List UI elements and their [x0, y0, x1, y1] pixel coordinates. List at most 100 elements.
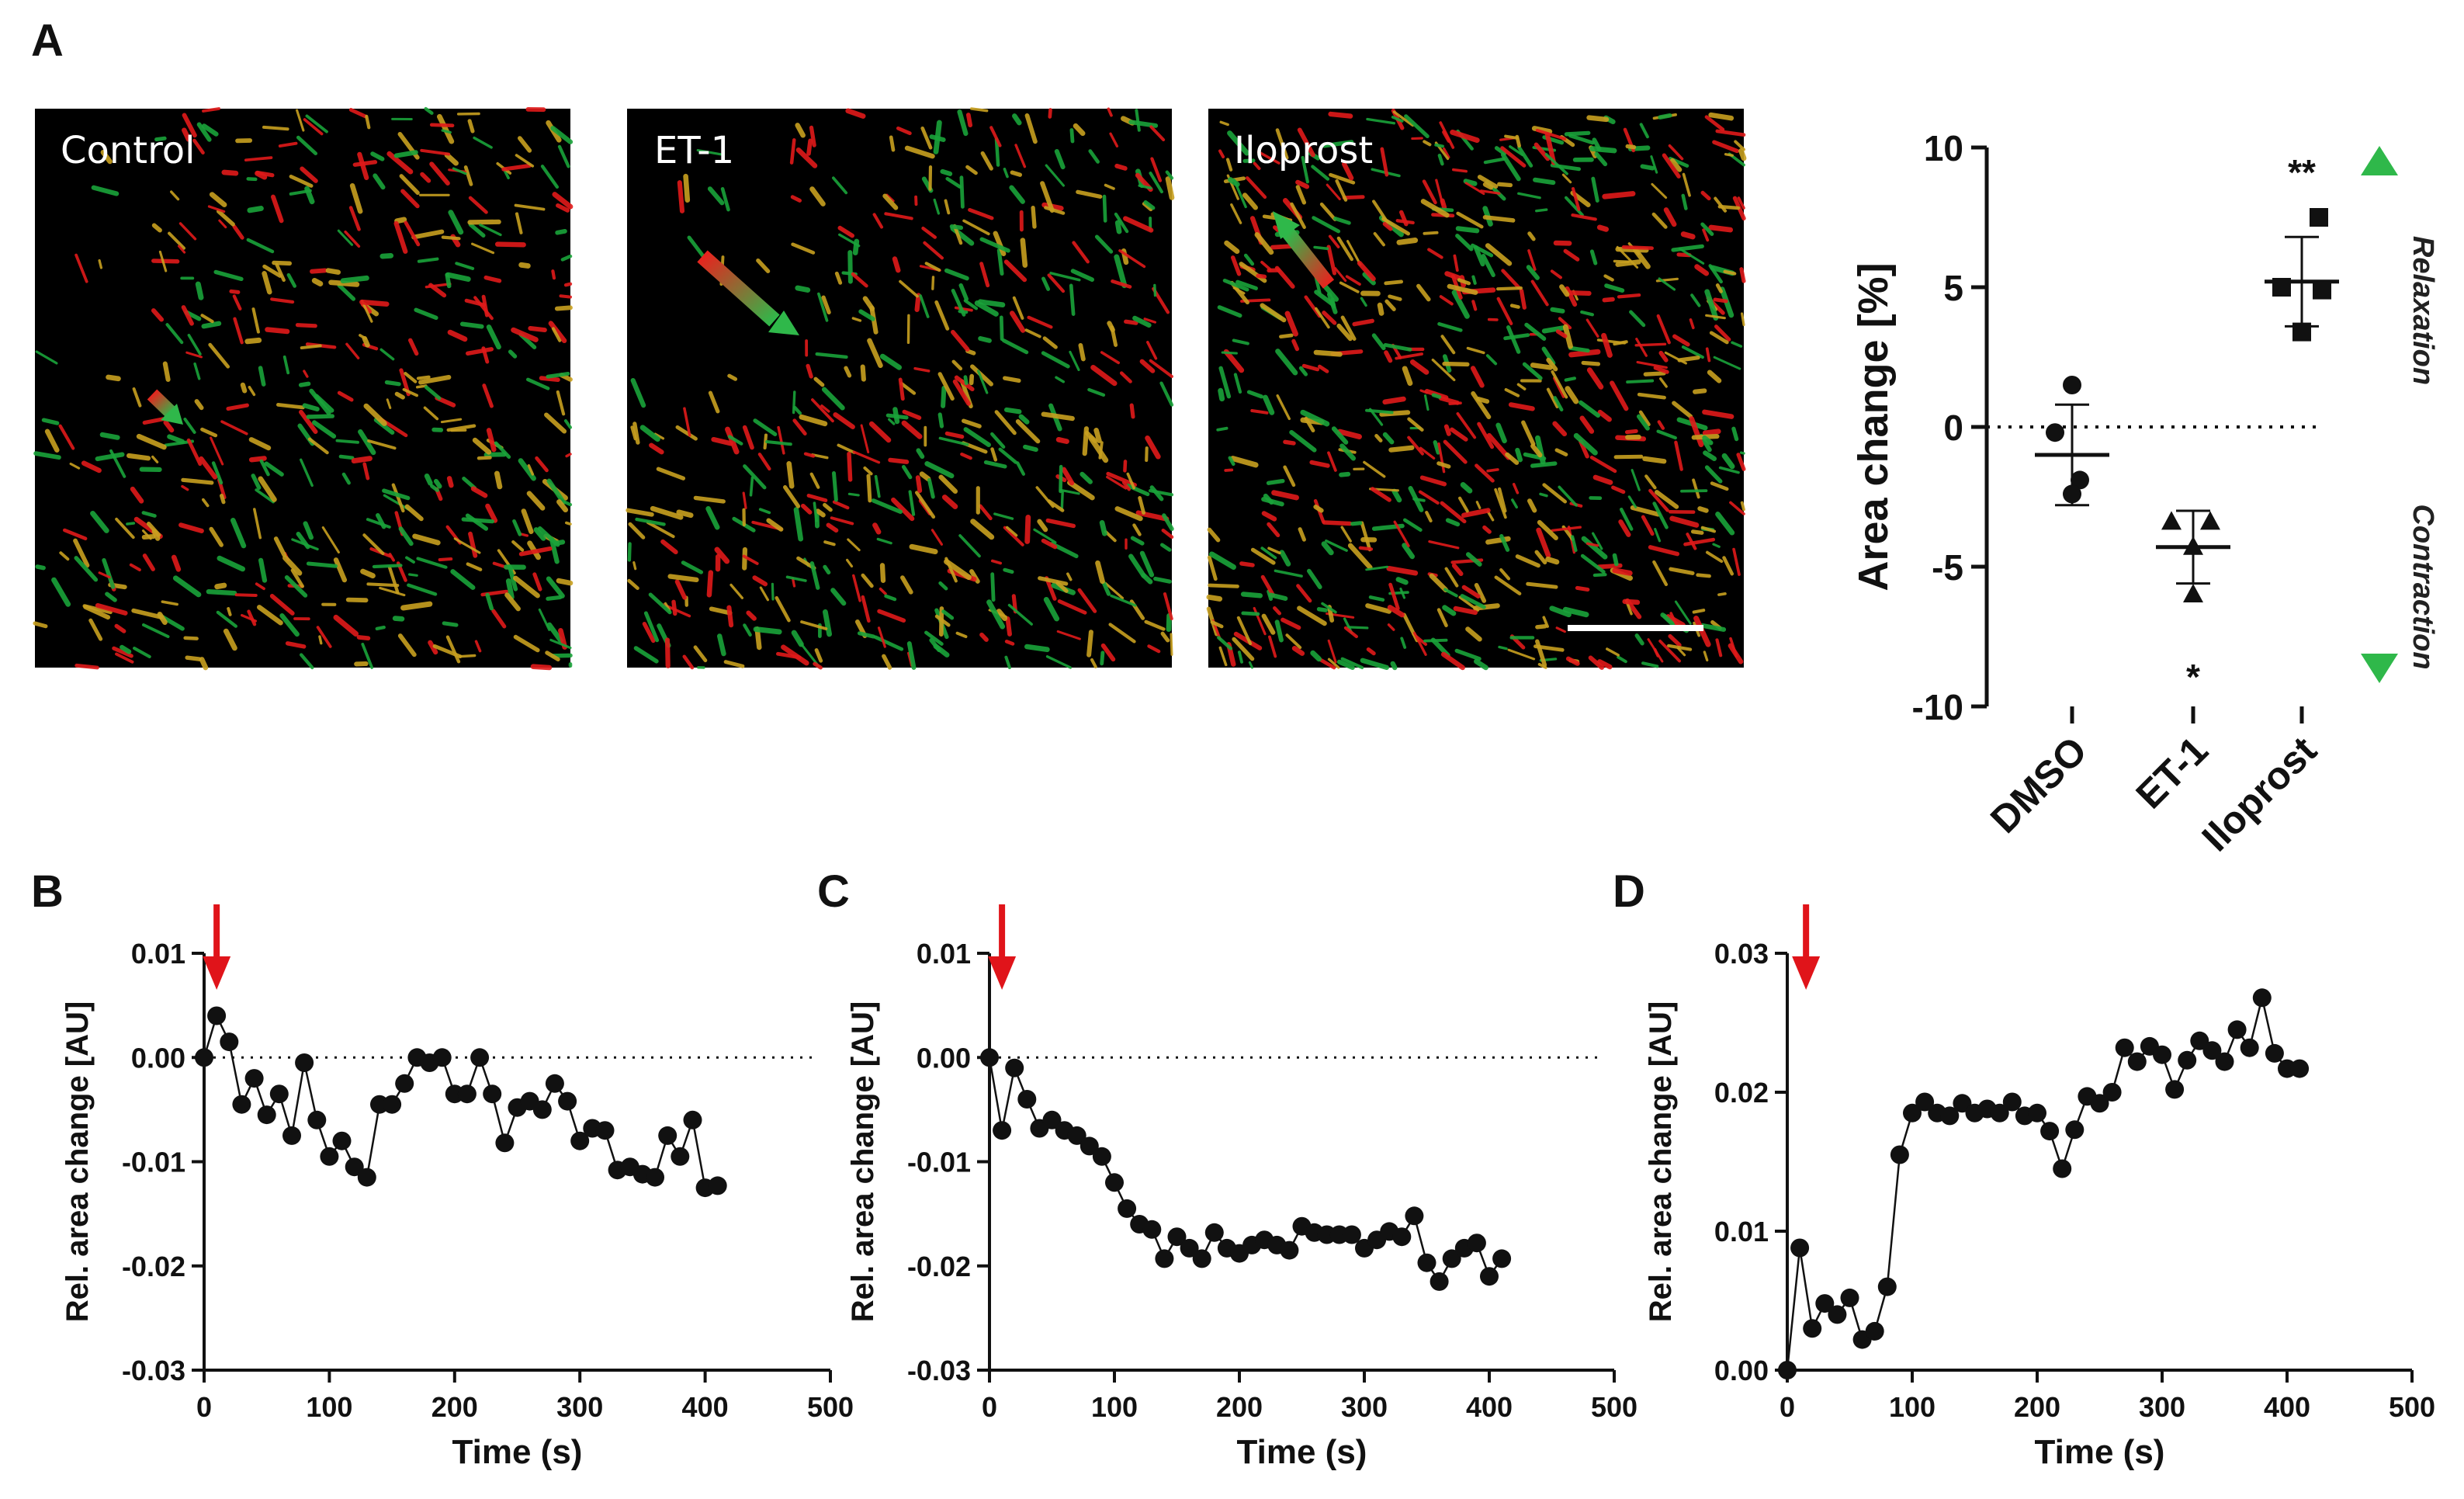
fiber-stroke	[642, 621, 656, 644]
data-point	[646, 1168, 664, 1187]
fiber-stroke	[220, 420, 248, 435]
fiber-stroke	[1366, 647, 1376, 656]
fiber-stroke	[325, 268, 341, 275]
x-tick-label: DMSO	[1982, 728, 2095, 841]
fiber-stroke	[382, 488, 411, 501]
fiber-stroke	[532, 572, 542, 592]
fiber-stroke	[1322, 140, 1354, 148]
y-tick-label: -0.02	[122, 1251, 185, 1282]
fiber-stroke	[1527, 231, 1536, 241]
fiber-stroke	[412, 533, 441, 546]
fiber-stroke	[961, 418, 982, 429]
fiber-stroke	[1266, 478, 1285, 485]
fiber-stroke	[1704, 289, 1719, 321]
fiber-stroke	[1526, 581, 1558, 589]
fiber-stroke	[990, 447, 998, 462]
fiber-stroke	[815, 508, 826, 518]
image-label-iloprost: Iloprost	[1234, 129, 1373, 172]
fiber-stroke	[527, 464, 535, 476]
fiber-stroke	[1470, 366, 1485, 388]
fiber-stroke	[649, 442, 664, 455]
fiber-stroke	[1218, 366, 1232, 399]
fiber-stroke	[758, 508, 771, 515]
fiber-stroke	[461, 517, 495, 524]
fiber-stroke	[1580, 310, 1594, 317]
fiber-stroke	[1597, 659, 1613, 670]
fiber-stroke	[1339, 281, 1360, 293]
fiber-stroke	[1444, 567, 1459, 588]
fiber-stroke	[667, 574, 699, 583]
fiber-stroke	[882, 193, 899, 210]
fiber-stroke	[1425, 510, 1433, 523]
data-point	[2161, 511, 2182, 530]
fiber-stroke	[1119, 371, 1132, 383]
fiber-stroke	[1147, 644, 1161, 654]
fiber-stroke	[1558, 485, 1578, 507]
fiber-stroke	[370, 151, 385, 161]
fiber-stroke	[852, 574, 861, 602]
fiber-stroke	[262, 271, 272, 295]
fiber-stroke	[556, 203, 570, 213]
fiber-stroke	[1339, 471, 1351, 477]
fiber-stroke	[1647, 638, 1664, 663]
fiber-stroke	[432, 644, 463, 659]
fiber-stroke	[965, 349, 976, 356]
fiber-stroke	[1475, 463, 1495, 483]
y-tick-label: 0.00	[131, 1042, 185, 1074]
fiber-stroke	[1640, 164, 1655, 171]
data-point	[307, 1110, 327, 1129]
fiber-stroke	[891, 497, 915, 522]
fiber-stroke	[1341, 161, 1354, 181]
fiber-stroke	[1114, 254, 1128, 289]
fiber-stroke	[513, 634, 540, 653]
fiber-stroke	[296, 135, 318, 156]
fiber-stroke	[1358, 546, 1374, 551]
fiber-stroke	[1579, 415, 1595, 434]
fiber-stroke	[709, 606, 733, 616]
fiber-stroke	[1503, 333, 1530, 341]
fiber-stroke	[557, 144, 570, 168]
fiber-stroke	[1067, 480, 1095, 501]
fiber-stroke	[440, 418, 463, 424]
data-point	[470, 1048, 490, 1067]
fiber-stroke	[220, 494, 226, 505]
fiber-stroke	[99, 432, 120, 440]
fiber-stroke	[1146, 340, 1158, 360]
fiber-stroke	[1474, 582, 1487, 603]
fiber-stroke	[963, 375, 969, 386]
fiber-stroke	[1132, 315, 1152, 328]
fiber-stroke	[1564, 376, 1577, 382]
fiber-stroke	[646, 521, 675, 539]
fiber-stroke	[643, 611, 660, 643]
data-point	[232, 1095, 251, 1114]
fiber-stroke	[1386, 565, 1419, 576]
fiber-stroke	[415, 384, 428, 389]
fiber-stroke	[1516, 383, 1527, 390]
fiber-stroke	[1218, 646, 1228, 667]
fiber-stroke	[1319, 658, 1336, 670]
fiber-stroke	[296, 531, 310, 550]
fiber-stroke	[746, 610, 757, 621]
fiber-stroke	[847, 451, 853, 482]
fiber-stroke	[1442, 130, 1451, 143]
fiber-stroke	[823, 502, 833, 512]
fiber-stroke	[1731, 426, 1739, 442]
fiber-stroke	[1534, 208, 1548, 213]
fiber-stroke	[1504, 134, 1519, 140]
fiber-stroke	[837, 225, 854, 238]
data-point	[595, 1121, 615, 1140]
fiber-stroke	[120, 644, 132, 654]
fiber-stroke	[674, 579, 688, 600]
fiber-stroke	[393, 150, 418, 158]
fiber-stroke	[682, 654, 695, 670]
fiber-stroke	[1031, 206, 1037, 229]
fiber-stroke	[1069, 128, 1075, 144]
fiber-stroke	[876, 537, 892, 545]
y-tick-label: 0.00	[917, 1042, 971, 1074]
fiber-stroke	[1723, 269, 1737, 276]
fiber-stroke	[1436, 461, 1451, 469]
data-point	[2165, 1080, 2185, 1099]
fiber-stroke	[1504, 388, 1520, 397]
fiber-stroke	[1260, 574, 1276, 598]
